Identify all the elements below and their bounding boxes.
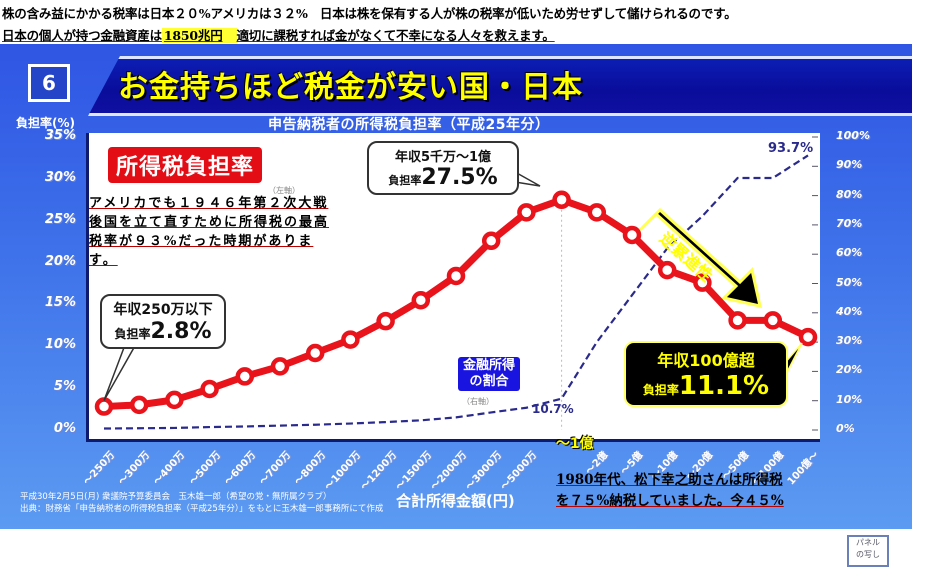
- bubble-low-income: 年収250万以下 負担率2.8%: [100, 294, 226, 349]
- y-tick-left: 25%: [44, 211, 76, 227]
- highlighted-amount: 1850兆円: [161, 28, 237, 43]
- chart-panel: 6 お金持ちほど税金が安い国・日本 負担率(%) 申告納税者の所得税負担率（平成…: [0, 44, 912, 567]
- bubble-peak-label: 負担率: [388, 174, 422, 187]
- caption-line-2-post: 適切に課税すれば金がなくて不幸になる人々を救えます。: [236, 28, 555, 43]
- data-point: [728, 311, 747, 330]
- bubble-top-income: 年収100億超 負担率11.1%: [624, 341, 788, 407]
- data-point: [763, 311, 783, 330]
- data-point: [481, 231, 501, 251]
- y-tick-right: 0%: [836, 422, 855, 435]
- data-point: [622, 225, 642, 245]
- y-tick-right: 80%: [836, 187, 863, 201]
- data-point: [517, 203, 536, 222]
- financial-income-line: [103, 154, 809, 430]
- bottom-note-line: を７５%納税していました。今４５%: [556, 493, 784, 509]
- financial-badge-line1: 金融所得: [463, 358, 516, 373]
- y-tick-left: 35%: [44, 128, 76, 143]
- bubble-top-line1: 年収100億超: [657, 351, 755, 370]
- y-tick-right: 30%: [836, 334, 863, 348]
- y-tick-left: 15%: [44, 295, 76, 311]
- source-line-2: 出典：財務省「申告納税者の所得税負担率（平成25年分）」をもとに玉木雄一郎事務所…: [20, 504, 384, 514]
- bubble-top-label: 負担率: [642, 383, 679, 397]
- data-point: [129, 395, 149, 415]
- y-tick-right: 90%: [836, 158, 863, 172]
- data-point: [446, 266, 466, 286]
- financial-low-label: 10.7%: [532, 402, 574, 416]
- data-point: [94, 397, 114, 416]
- y-tick-left: 5%: [53, 379, 76, 395]
- bubble-top-value: 11.1%: [678, 371, 770, 401]
- data-point: [270, 357, 290, 376]
- data-point: [657, 260, 677, 280]
- y-tick-right: 10%: [836, 392, 863, 406]
- line-chart: [94, 136, 818, 431]
- data-point: [200, 379, 219, 399]
- bubble-peak: 年収5千万〜1億 負担率27.5%: [367, 141, 519, 195]
- overlay-note-line: 後国を立て直すために所得税の最高: [89, 215, 330, 230]
- y-tick-left: 30%: [44, 169, 76, 185]
- overlay-note-line: 税率が９３%だった時期がありま: [89, 234, 314, 249]
- bottom-note-matsushita: 1980年代、松下幸之助さんは所得税 を７５%納税していました。今４５%: [556, 470, 784, 512]
- bubble-low-label: 負担率: [114, 327, 151, 341]
- data-point: [798, 327, 818, 347]
- caption-line-1: 株の含み益にかかる税率は日本２０%アメリカは３２% 日本は株を保有する人が株の税…: [2, 6, 737, 21]
- left-axis-note: （左軸）: [268, 186, 300, 195]
- y-tick-left: 20%: [44, 253, 76, 269]
- panel-title: お金持ちほど税金が安い国・日本: [118, 70, 583, 105]
- y-tick-left: 10%: [44, 337, 76, 353]
- bottom-note-line: 1980年代、松下幸之助さんは所得税: [556, 472, 783, 488]
- financial-high-label: 93.7%: [768, 141, 814, 156]
- data-point: [693, 273, 712, 292]
- financial-income-badge: 金融所得 の割合: [458, 357, 521, 391]
- y-tick-right: 40%: [836, 304, 863, 318]
- y-tick-right: 70%: [836, 216, 863, 230]
- data-point: [587, 203, 607, 222]
- caption-line-2-pre: 日本の個人が持つ金融資産は: [2, 28, 162, 43]
- y-tick-right: 60%: [836, 246, 863, 260]
- data-point: [552, 190, 571, 210]
- x-tick: 〜1億: [555, 436, 594, 452]
- financial-badge-line2: の割合: [469, 374, 509, 389]
- data-point: [411, 290, 431, 310]
- regressive-arrow-icon: [638, 207, 762, 308]
- bubble-peak-line1: 年収5千万〜1億: [394, 150, 492, 165]
- source-line-1: 平成30年2月5日(月) 衆議院予算委員会 玉木雄一郎（希望の党・無所属クラブ）: [20, 492, 332, 502]
- y-tick-right: 20%: [836, 363, 863, 377]
- tax-burden-badge: 所得税負担率: [108, 147, 263, 183]
- caption-line-2: 日本の個人が持つ金融資産は 1850兆円 適切に課税すれば金がなくて不幸になる人々を…: [2, 25, 555, 44]
- data-point: [235, 367, 255, 386]
- data-point: [341, 330, 360, 349]
- y-tick-left: 0%: [53, 421, 76, 436]
- data-point: [305, 343, 325, 363]
- bubble-peak-value: 27.5%: [421, 165, 498, 190]
- panel-number: 6: [28, 64, 70, 102]
- y-tick-right: 50%: [836, 275, 863, 289]
- source-note: 平成30年2月5日(月) 衆議院予算委員会 玉木雄一郎（希望の党・無所属クラブ）…: [20, 491, 383, 515]
- bubble-low-value: 2.8%: [150, 319, 212, 344]
- panel-copy-stamp: パネル の写し: [847, 535, 889, 567]
- overlay-note-line: す。: [89, 253, 118, 268]
- y-axis-label: 負担率(%): [16, 116, 75, 130]
- x-axis-label: 合計所得金額(円): [396, 492, 515, 510]
- bubble-low-line1: 年収250万以下: [113, 302, 213, 318]
- data-point: [376, 311, 395, 331]
- title-bar: [88, 56, 912, 116]
- y-tick-right: 100%: [836, 129, 870, 142]
- data-point: [165, 390, 184, 410]
- chart-title: 申告納税者の所得税負担率（平成25年分）: [268, 117, 550, 133]
- overlay-note-us-tax: アメリカでも１９４６年第２次大戦 後国を立て直すために所得税の最高 税率が９３%…: [89, 194, 359, 270]
- right-axis-note: （右軸）: [462, 397, 494, 406]
- overlay-note-line: アメリカでも１９４６年第２次大戦: [89, 196, 329, 211]
